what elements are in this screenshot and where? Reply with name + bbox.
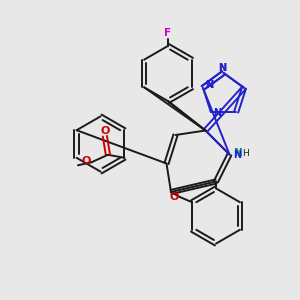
Text: O: O — [170, 192, 179, 202]
Text: O: O — [81, 156, 91, 166]
Text: N: N — [218, 62, 226, 73]
Text: N: N — [206, 80, 214, 90]
Text: O: O — [100, 126, 110, 136]
Text: N: N — [218, 62, 226, 73]
Text: N: N — [233, 148, 242, 158]
Text: N: N — [233, 149, 241, 160]
Text: N: N — [213, 109, 221, 118]
Text: N: N — [206, 80, 214, 90]
Text: F: F — [164, 28, 172, 38]
Text: H: H — [242, 148, 248, 158]
